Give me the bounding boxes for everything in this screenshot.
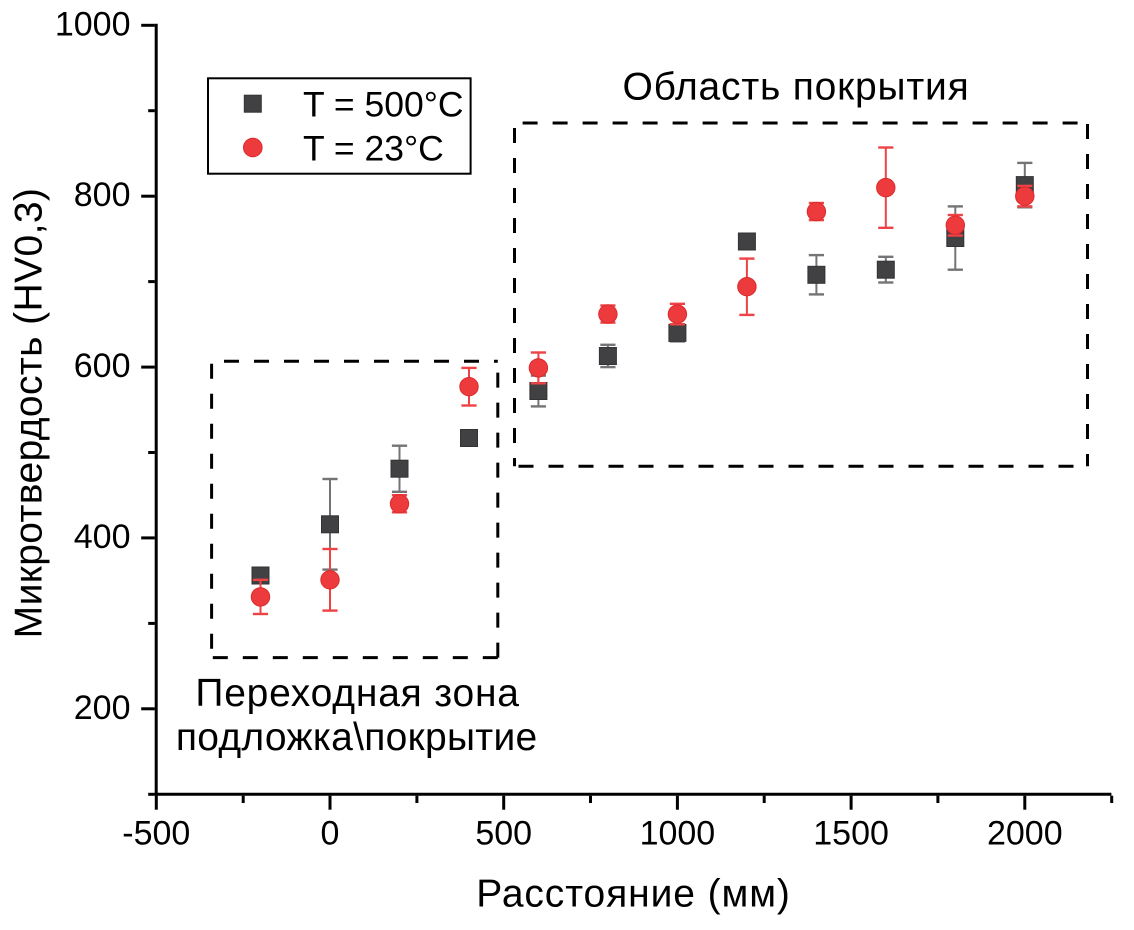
svg-text:1000: 1000 xyxy=(640,815,716,853)
svg-text:T = 500°C: T = 500°C xyxy=(303,85,464,125)
svg-text:1500: 1500 xyxy=(813,815,889,853)
svg-text:1000: 1000 xyxy=(55,5,131,43)
svg-text:500: 500 xyxy=(475,815,532,853)
svg-text:200: 200 xyxy=(74,689,131,727)
svg-text:2000: 2000 xyxy=(987,815,1063,853)
svg-text:Область покрытия: Область покрытия xyxy=(622,66,969,109)
svg-text:0: 0 xyxy=(321,815,340,853)
svg-text:400: 400 xyxy=(74,518,131,556)
svg-text:подложка\покрытие: подложка\покрытие xyxy=(176,716,538,759)
svg-text:-500: -500 xyxy=(122,815,190,853)
svg-text:Микротвердость (HV0,3): Микротвердость (HV0,3) xyxy=(7,188,50,639)
svg-text:800: 800 xyxy=(74,176,131,214)
svg-text:T = 23°C: T = 23°C xyxy=(303,128,444,168)
svg-text:Расстояние (мм): Расстояние (мм) xyxy=(476,873,791,916)
svg-text:Переходная зона: Переходная зона xyxy=(195,672,519,715)
svg-text:600: 600 xyxy=(74,347,131,385)
